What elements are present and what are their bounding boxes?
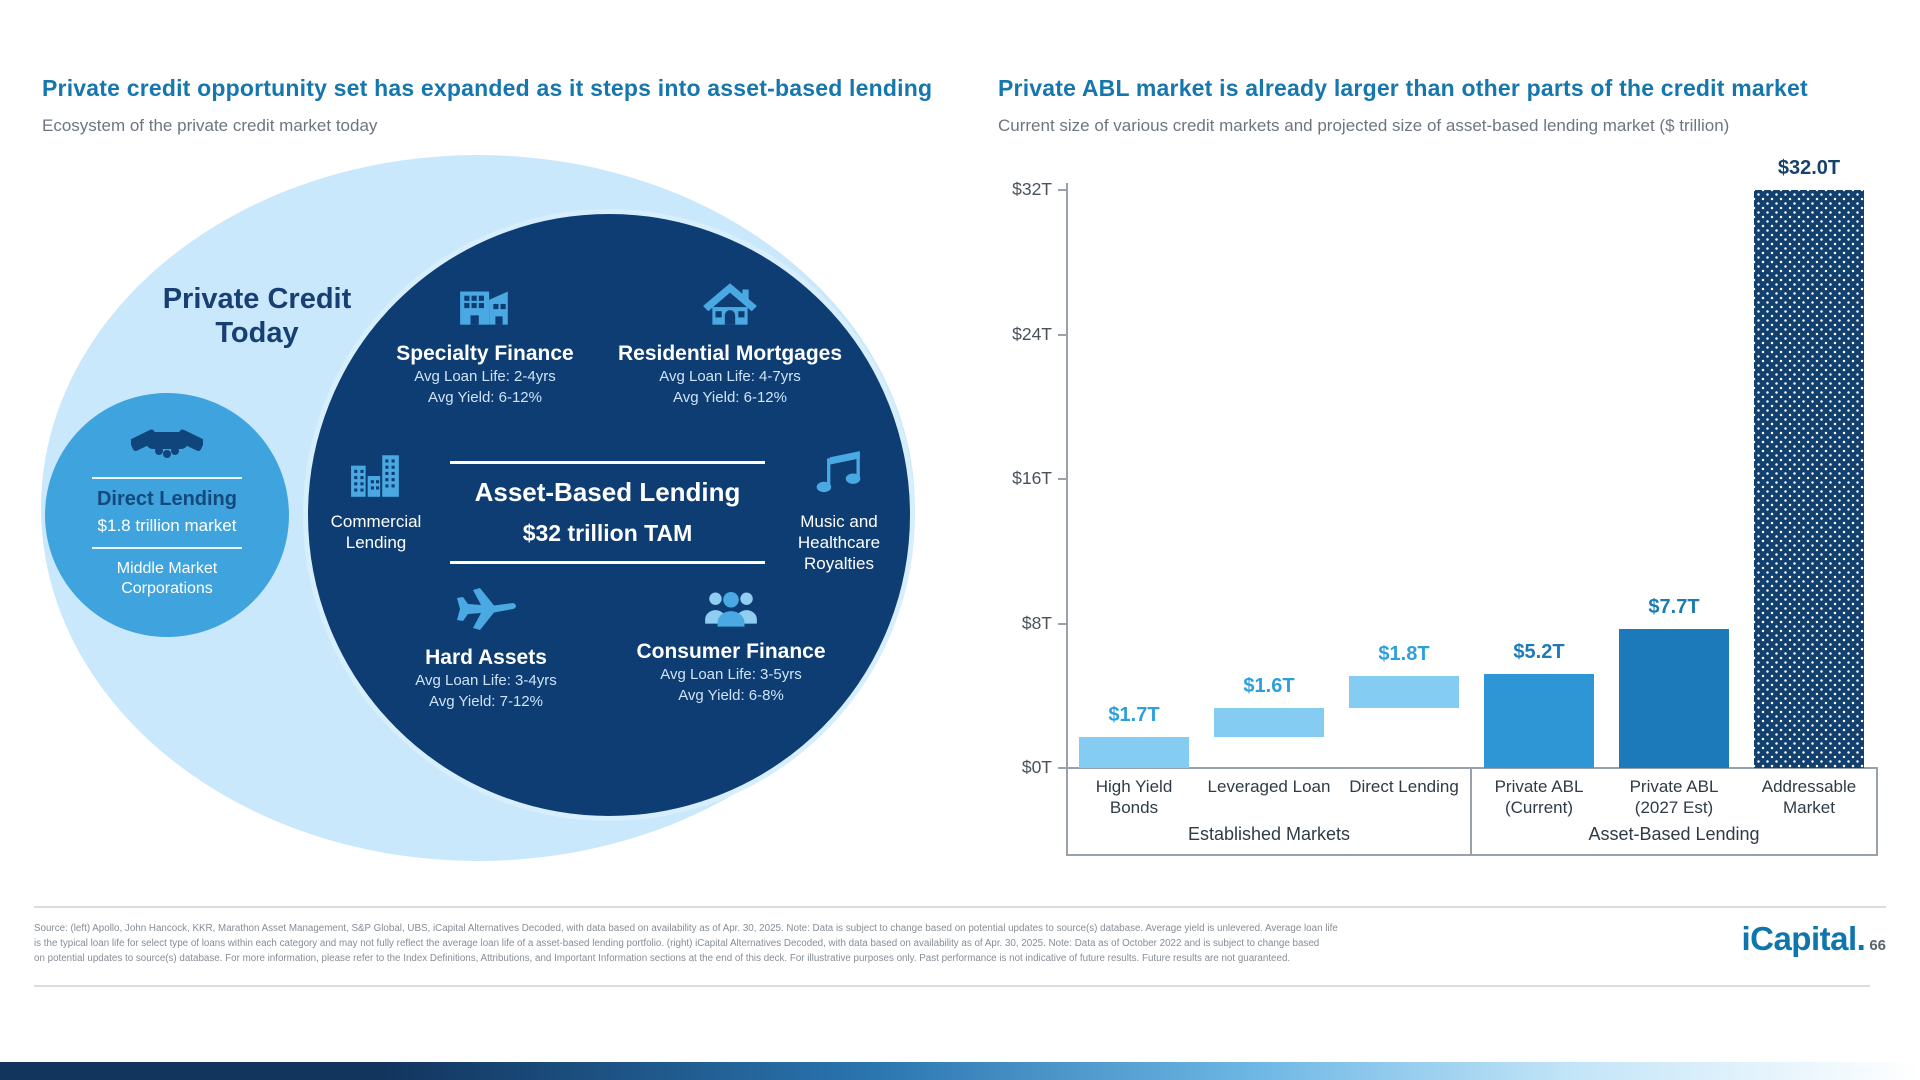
bar-5 [1619,628,1729,768]
page-number: 66 [1869,937,1886,954]
bar-value-label: $1.6T [1243,675,1295,698]
bar-value-label: $5.2T [1513,641,1565,664]
abl-title: Asset-Based Lending [474,477,741,507]
segment-name: Consumer Finance [636,640,826,663]
segment-loan-life: Avg Loan Life: 4-7yrs [659,368,801,385]
segment-loan-life: Avg Loan Life: 3-5yrs [660,666,802,683]
divider [92,477,242,479]
direct-lending-market-size: $1.8 trillion market [97,516,237,535]
bar-value-label: $1.7T [1108,704,1160,727]
left-panel-subtitle: Ecosystem of the private credit market t… [42,116,378,135]
right-panel-subtitle: Current size of various credit markets a… [998,116,1730,135]
y-tick-label: $24T [1012,323,1052,344]
y-tick-label: $0T [1021,757,1052,777]
x-category-label: Direct Lending [1349,777,1459,796]
divider [92,547,242,549]
footer-disclaimer: Source: (left) Apollo, John Hancock, KKR… [34,921,1338,967]
y-tick-mark [1058,189,1066,191]
group-divider-line [1470,767,1472,856]
music-note-icon [813,448,865,505]
segment-commercial-lending: Commercial Lending [316,450,436,553]
bar-3 [1349,675,1459,709]
segment-consumer-finance: Consumer Finance Avg Loan Life: 3-5yrs A… [606,586,856,706]
direct-lending-title: Direct Lending [96,488,237,510]
bottom-gradient-band [0,1062,1920,1080]
x-category-label: Private ABL (2027 Est) [1629,777,1719,817]
abl-center-block: Asset-Based Lending $32 trillion TAM [450,461,765,564]
footer-line-2: is the typical loan life for select type… [34,938,1320,950]
y-axis-line [1066,183,1068,855]
x-category-label: Leveraged Loan [1207,777,1331,796]
city-buildings-icon [349,450,403,505]
label-table-bottom-border [1066,854,1878,856]
y-tick-mark [1058,622,1066,625]
group-label-established-markets: Established Markets [1187,824,1351,844]
segment-residential-mortgages: Residential Mortgages Avg Loan Life: 4-7… [605,280,855,408]
icapital-logo: iCapital. 66 [1690,920,1886,958]
y-tick-mark [1058,478,1066,480]
footer-top-rule [34,906,1886,908]
y-tick-mark [1058,333,1066,336]
specialty-finance-icon [456,280,514,335]
right-panel-title: Private ABL market is already larger tha… [998,75,1808,101]
bar-value-label: $32.0T [1777,157,1841,179]
direct-lending-circle: Direct Lending $1.8 trillion market Midd… [45,393,289,637]
bar-2 [1214,708,1324,738]
y-tick-mark [1058,767,1066,769]
segment-name: Hard Assets [425,646,547,669]
y-tick-label: $8T [1021,612,1052,633]
segment-yield: Avg Yield: 6-12% [673,389,787,406]
segment-name: Specialty Finance [396,342,574,365]
segment-specialty-finance: Specialty Finance Avg Loan Life: 2-4yrs … [360,280,610,408]
x-category-label: Addressable Market [1761,777,1857,817]
group-label-asset-based-lending: Asset-Based Lending [1588,824,1760,844]
x-category-label: Private ABL (Current) [1494,777,1584,817]
segment-name: Residential Mortgages [617,342,843,365]
segment-name: Commercial Lending [330,512,422,552]
footer-bottom-rule [34,985,1870,987]
segment-yield: Avg Yield: 6-8% [678,687,784,704]
x-category-label: High Yield Bonds [1095,777,1173,817]
y-tick-label: $16T [1012,468,1052,488]
segment-yield: Avg Yield: 6-12% [428,389,542,406]
segment-hard-assets: Hard Assets Avg Loan Life: 3-4yrs Avg Yi… [361,578,611,712]
bar-6 [1754,190,1864,768]
bar-1 [1079,737,1189,768]
x-axis-baseline [1066,767,1878,769]
bar-value-label: $7.7T [1648,595,1700,618]
icapital-logo-text: iCapital. [1741,920,1866,957]
left-panel-title: Private credit opportunity set has expan… [42,75,933,101]
handshake-icon [129,417,205,470]
table-right-border [1876,767,1878,856]
segment-name: Music and Healthcare Royalties [797,512,881,573]
segment-music-healthcare-royalties: Music and Healthcare Royalties [780,448,898,574]
people-group-icon [702,586,760,633]
direct-lending-audience: Middle Market Corporations [116,560,218,597]
segment-loan-life: Avg Loan Life: 3-4yrs [415,672,557,689]
abl-tam: $32 trillion TAM [522,520,693,546]
asset-based-lending-circle [303,209,915,821]
bar-4 [1484,674,1594,768]
airplane-icon [454,578,518,639]
y-tick-label: $32T [1012,179,1052,199]
footer-line-1: Source: (left) Apollo, John Hancock, KKR… [34,923,1338,934]
private-credit-today-label: Private Credit Today [162,283,352,349]
house-icon [701,280,759,335]
footer-line-3: on potential updates to source(s) databa… [34,953,1291,965]
segment-loan-life: Avg Loan Life: 2-4yrs [414,368,556,385]
segment-yield: Avg Yield: 7-12% [429,693,543,710]
bar-value-label: $1.8T [1378,642,1430,665]
